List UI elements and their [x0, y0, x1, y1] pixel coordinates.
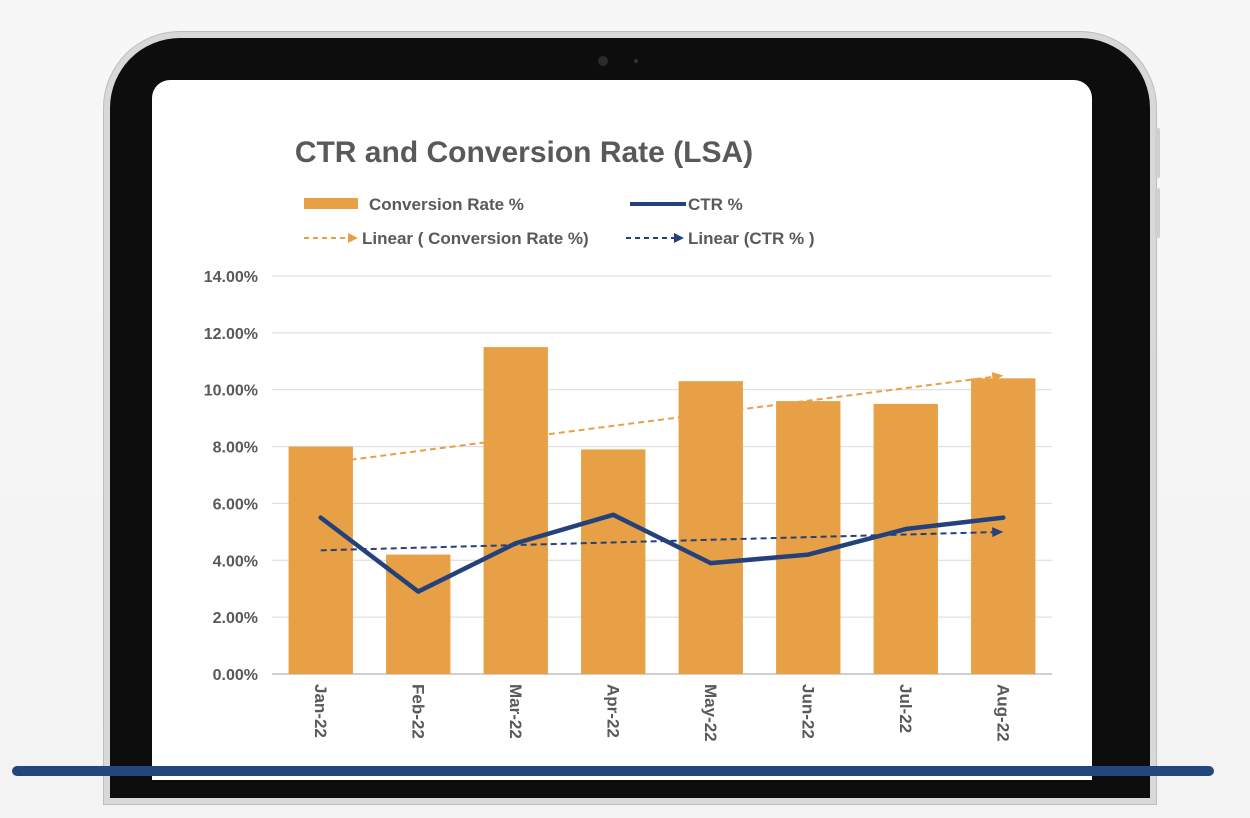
x-tick-label: Jul-22 — [896, 684, 915, 733]
trendline-arrow-conversion-rate — [991, 371, 1004, 382]
y-tick-label: 14.00% — [204, 269, 258, 286]
tablet-frame: CTR and Conversion Rate (LSA) Conversion… — [110, 38, 1160, 798]
ctr-line-group — [318, 512, 1006, 594]
bar-conversion-rate — [873, 403, 938, 674]
chart-title: CTR and Conversion Rate (LSA) — [295, 136, 753, 169]
x-tick-label: Jan-22 — [311, 684, 330, 738]
tablet-screen: CTR and Conversion Rate (LSA) Conversion… — [152, 80, 1092, 780]
point-ctr — [1001, 515, 1006, 520]
legend-swatch-conversion-rate — [304, 198, 358, 209]
x-tick-label: May-22 — [701, 684, 720, 742]
volume-up-button[interactable] — [1155, 128, 1160, 178]
point-ctr — [318, 515, 323, 520]
bottom-accent-bar — [12, 766, 1214, 776]
bar-conversion-rate — [678, 381, 743, 674]
trendline-conversion-rate — [320, 375, 996, 465]
x-tick-label: Aug-22 — [993, 684, 1012, 742]
bar-conversion-rate — [776, 401, 841, 674]
y-tick-label: 10.00% — [204, 383, 258, 400]
x-tick-label: Mar-22 — [506, 684, 525, 739]
line-ctr — [318, 512, 1006, 594]
bar-conversion-rate — [483, 347, 548, 674]
point-ctr — [708, 561, 713, 566]
legend-arrow-linear-conversion — [348, 233, 358, 243]
camera-icon — [598, 56, 608, 66]
x-axis: Jan-22 Feb-22 Mar-22 Apr-22 May-22 Jun-22 Jul-… — [311, 684, 1013, 742]
sensor-icon — [634, 59, 638, 63]
legend-label-linear-ctr: Linear (CTR % ) — [688, 229, 815, 248]
y-axis: 0.00% 2.00% 4.00% 6.00% 8.00% 10.00% 12.00% 14.… — [204, 269, 1052, 684]
legend-label-ctr: CTR % — [688, 195, 743, 214]
point-ctr — [806, 552, 811, 557]
trendline-arrow-ctr — [992, 527, 1004, 538]
x-tick-label: Jun-22 — [798, 684, 817, 739]
y-tick-label: 6.00% — [213, 496, 258, 513]
bar-conversion-rate — [581, 449, 646, 674]
bar-conversion-rate — [288, 446, 353, 674]
x-tick-label: Apr-22 — [603, 684, 622, 738]
y-tick-label: 12.00% — [204, 326, 258, 343]
bars — [288, 347, 1036, 674]
legend-label-linear-conversion: Linear ( Conversion Rate %) — [362, 229, 589, 248]
legend-arrow-linear-ctr — [674, 233, 684, 243]
point-ctr — [903, 527, 908, 532]
legend-label-conversion-rate: Conversion Rate % — [369, 195, 524, 214]
y-tick-label: 4.00% — [213, 553, 258, 570]
chart: CTR and Conversion Rate (LSA) Conversion… — [204, 136, 1052, 742]
point-ctr — [416, 589, 421, 594]
y-tick-label: 0.00% — [213, 667, 258, 684]
y-tick-label: 8.00% — [213, 440, 258, 457]
point-ctr — [513, 541, 518, 546]
bar-conversion-rate — [971, 378, 1036, 674]
x-tick-label: Feb-22 — [408, 684, 427, 739]
volume-down-button[interactable] — [1155, 188, 1160, 238]
point-ctr — [611, 512, 616, 517]
y-tick-label: 2.00% — [213, 610, 258, 627]
